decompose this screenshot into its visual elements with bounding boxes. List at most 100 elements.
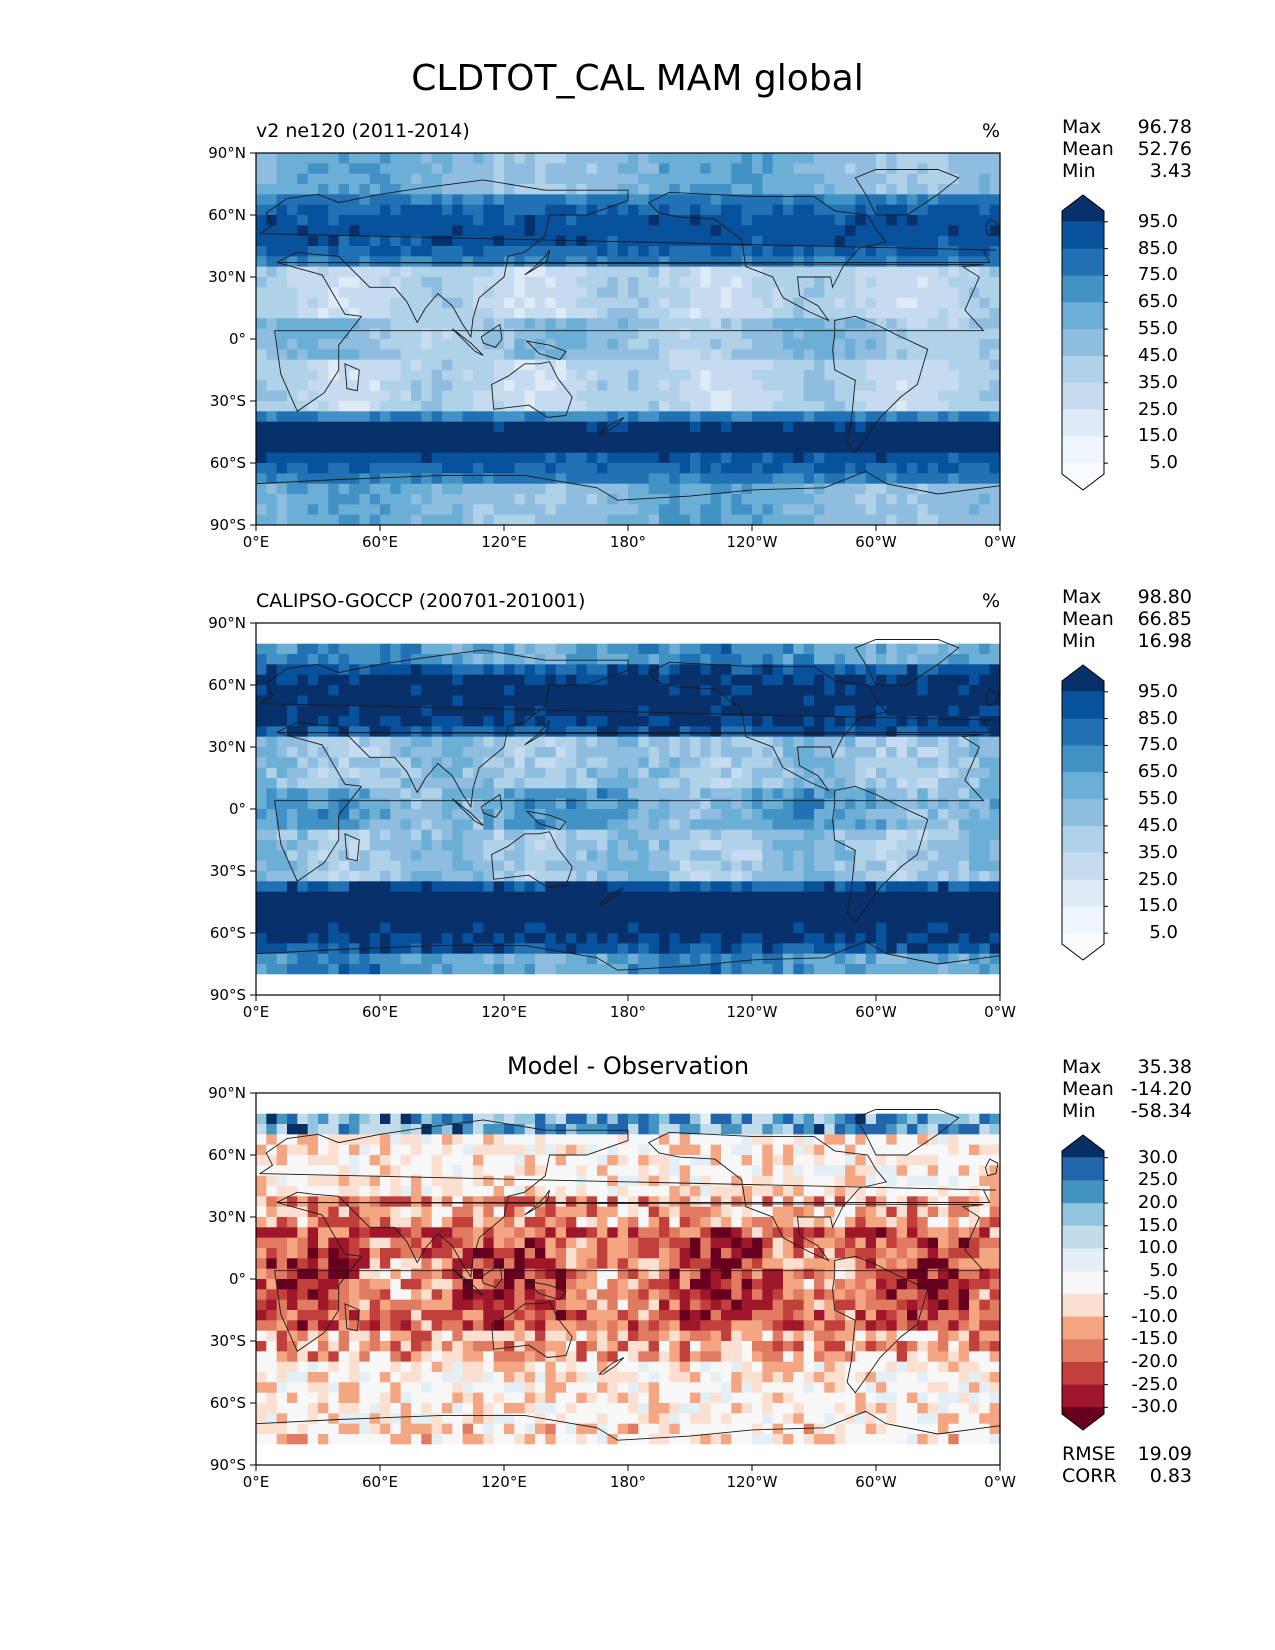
grid-cell [514, 297, 526, 309]
grid-cell [938, 736, 949, 748]
grid-cell [359, 933, 371, 944]
grid-cell [266, 716, 278, 727]
grid-cell [493, 432, 505, 443]
grid-cell [886, 778, 898, 789]
grid-cell [504, 204, 515, 216]
grid-cell [256, 153, 267, 164]
grid-cell [731, 881, 743, 893]
grid-cell [297, 504, 309, 516]
grid-cell [442, 633, 453, 645]
grid-cell [566, 328, 577, 340]
grid-cell [411, 664, 422, 676]
grid-cell [400, 184, 412, 195]
grid-cell [679, 705, 691, 717]
grid-cell [824, 798, 836, 810]
grid-cell [545, 922, 557, 934]
grid-cell [752, 421, 763, 433]
grid-cell [607, 163, 619, 175]
grid-cell [607, 153, 619, 164]
grid-cell [793, 246, 805, 257]
grid-cell [256, 452, 267, 464]
grid-cell [989, 726, 1000, 738]
grid-cell [938, 328, 949, 340]
grid-cell [576, 643, 588, 655]
grid-cell [917, 442, 929, 454]
grid-cell [979, 778, 991, 789]
grid-cell [421, 401, 433, 412]
grid-cell [390, 339, 402, 350]
grid-cell [783, 349, 794, 361]
grid-cell [876, 277, 887, 288]
grid-cell [586, 442, 598, 454]
grid-cell [752, 246, 763, 257]
grid-cell [958, 297, 970, 309]
grid-cell [927, 194, 939, 206]
grid-cell [772, 390, 784, 402]
grid-cell [783, 421, 794, 433]
grid-cell [566, 623, 577, 634]
grid-cell [473, 850, 484, 862]
grid-cell [648, 716, 660, 727]
grid-cell [566, 318, 577, 330]
grid-cell [638, 277, 650, 288]
grid-cell [586, 809, 598, 820]
grid-cell [431, 757, 443, 769]
grid-cell [256, 829, 267, 841]
grid-cell [369, 390, 381, 402]
grid-cell [721, 860, 732, 872]
grid-cell [400, 716, 412, 727]
grid-cell [338, 442, 350, 454]
grid-cell [845, 747, 856, 758]
grid-cell [400, 943, 412, 955]
grid-cell [473, 809, 484, 820]
grid-cell [896, 902, 908, 913]
grid-cell [586, 473, 598, 485]
grid-cell [452, 881, 464, 893]
grid-cell [473, 840, 484, 851]
grid-cell [442, 153, 453, 164]
grid-cell [380, 933, 391, 944]
grid-cell [359, 432, 371, 443]
grid-cell [390, 860, 402, 872]
grid-cell [803, 819, 815, 831]
grid-cell [504, 726, 515, 738]
grid-cell [535, 153, 546, 164]
grid-cell [328, 860, 340, 872]
grid-cell [979, 256, 991, 268]
grid-cell [504, 778, 515, 789]
grid-cell [855, 933, 867, 944]
grid-cell [411, 798, 422, 810]
grid-cell [462, 153, 474, 164]
grid-cell [411, 685, 422, 696]
grid-cell [669, 339, 681, 350]
grid-cell [814, 328, 825, 340]
grid-cell [276, 643, 288, 655]
grid-cell [576, 912, 588, 924]
grid-cell [462, 266, 474, 278]
grid-cell [566, 277, 577, 288]
map-figure [250, 152, 1108, 531]
grid-cell [710, 767, 722, 779]
grid-cell [431, 287, 443, 299]
coastline [274, 262, 985, 412]
grid-cell [927, 452, 939, 464]
grid-cell [566, 339, 577, 350]
grid-cell [328, 339, 340, 350]
grid-cell [369, 514, 381, 525]
grid-cell [514, 623, 526, 634]
grid-cell [927, 757, 939, 769]
grid-cell [421, 840, 433, 851]
grid-cell [287, 891, 298, 903]
grid-cell [514, 349, 526, 361]
grid-cell [586, 778, 598, 789]
grid-cell [731, 757, 743, 769]
grid-cell [297, 328, 309, 340]
grid-cell [545, 757, 557, 769]
grid-cell [442, 912, 453, 924]
grid-cell [431, 778, 443, 789]
grid-cell [276, 349, 288, 361]
grid-cell [349, 819, 360, 831]
grid-cell [349, 349, 360, 361]
grid-cell [462, 623, 474, 634]
grid-cell [576, 736, 588, 748]
